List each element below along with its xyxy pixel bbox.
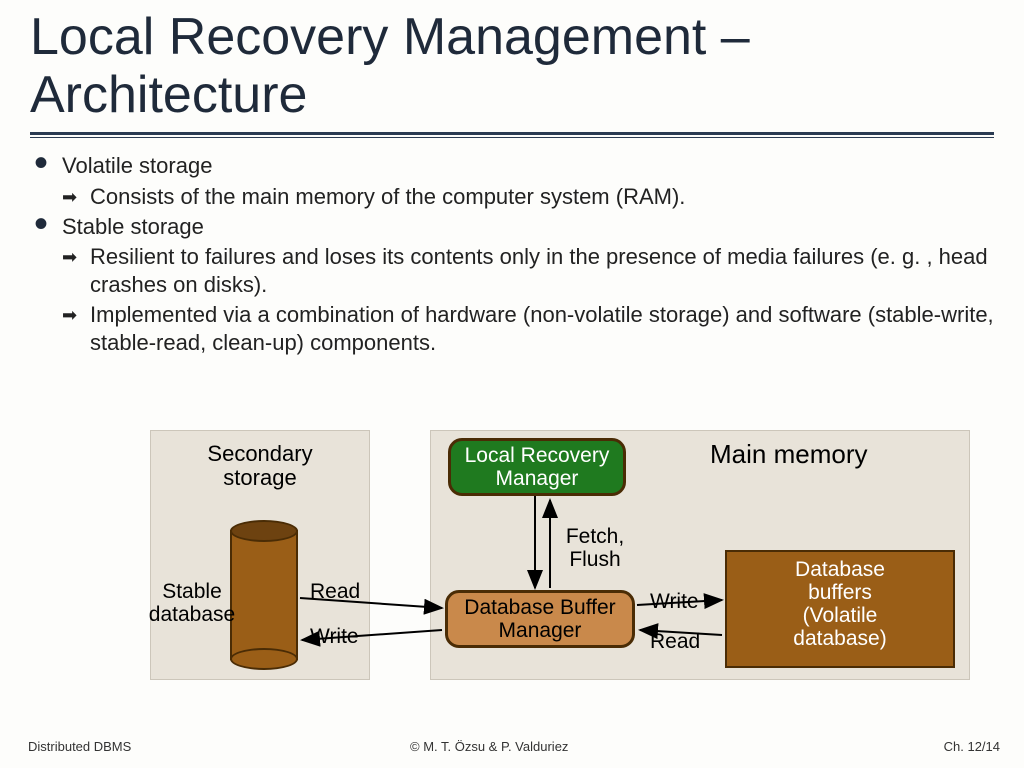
bullet-list: Volatile storage Consists of the main me… <box>30 152 994 357</box>
title-rule <box>30 132 994 138</box>
bullet-stable-sub1: Resilient to failures and loses its cont… <box>30 243 994 299</box>
footer-copyright: © M. T. Özsu & P. Valduriez <box>410 739 568 754</box>
bullet-volatile-sub: Consists of the main memory of the compu… <box>30 183 994 211</box>
footer-page-number: Ch. 12/14 <box>944 739 1000 754</box>
footer-left: Distributed DBMS <box>28 739 131 754</box>
bullet-stable: Stable storage <box>30 213 994 241</box>
architecture-diagram: Secondary storage Stable database Read W… <box>150 430 900 690</box>
bullet-stable-sub2: Implemented via a combination of hardwar… <box>30 301 994 357</box>
diagram-arrows <box>150 430 970 690</box>
slide-title: Local Recovery Management – Architecture <box>30 8 994 124</box>
bullet-volatile: Volatile storage <box>30 152 994 180</box>
